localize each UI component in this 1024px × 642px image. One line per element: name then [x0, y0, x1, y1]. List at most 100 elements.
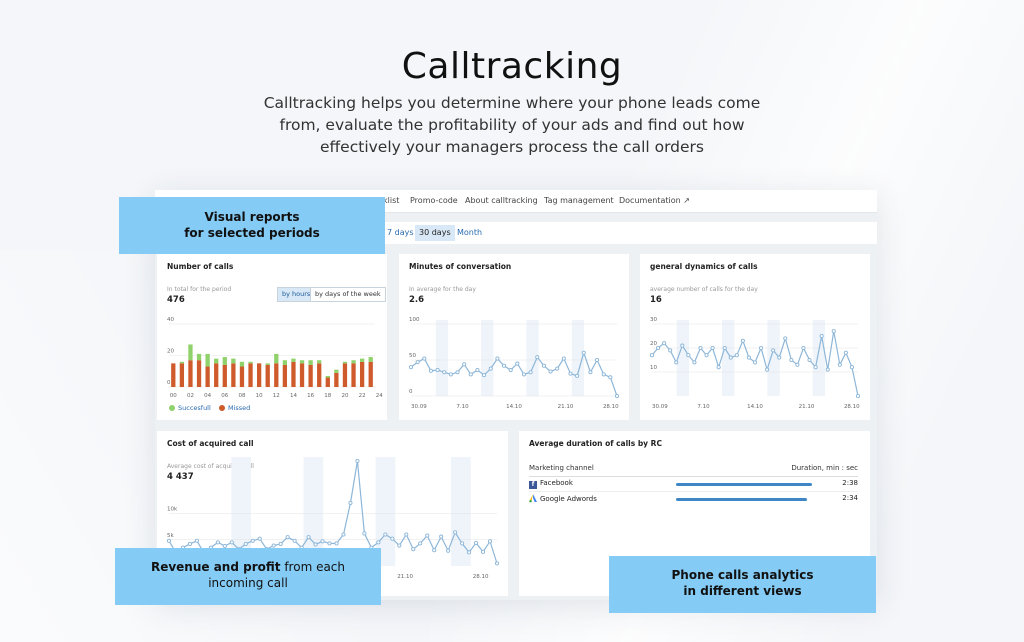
bar-missed	[256, 363, 262, 387]
x-tick-label: 06	[221, 393, 228, 399]
bar-successful	[188, 344, 193, 361]
x-tick-label: 18	[324, 393, 331, 399]
bar-missed	[274, 363, 279, 387]
tab-month[interactable]: Month	[457, 228, 483, 237]
tab-7-days[interactable]: 7 days	[387, 228, 414, 237]
callout-visual-reports: Visual reports for selected periods	[119, 197, 385, 254]
data-point	[783, 336, 788, 341]
x-tick-label: 12	[273, 393, 280, 399]
nav-item-blacklist[interactable]: klist	[383, 196, 400, 205]
x-tick-label: 22	[359, 393, 366, 399]
data-point	[341, 532, 346, 537]
data-point	[292, 538, 297, 543]
page-title: Calltracking	[401, 46, 623, 87]
data-point	[740, 338, 745, 343]
data-point	[488, 366, 493, 371]
data-point	[362, 531, 367, 536]
data-point	[501, 363, 507, 368]
data-point	[320, 539, 325, 544]
facebook-icon: f	[529, 481, 537, 489]
nav-item-documentation[interactable]: Documentation ↗	[619, 196, 690, 205]
callout-line: for selected periods	[184, 226, 320, 240]
channel-label: Facebook	[540, 479, 573, 487]
bar-missed	[214, 363, 219, 387]
data-point	[765, 367, 770, 372]
divider	[529, 491, 858, 492]
data-point	[334, 541, 339, 546]
data-point	[807, 357, 812, 363]
bar-missed	[188, 360, 193, 387]
data-point	[480, 549, 486, 554]
data-point	[728, 355, 733, 360]
data-point	[285, 535, 290, 540]
calls-bar-chart: 0 20 40 00 02 04 06 08 10 12 14 16 18 20 22 24	[167, 317, 383, 399]
bar-missed	[179, 363, 185, 387]
callout-line: Revenue and profit from each	[150, 560, 346, 574]
nav-item-promo-code[interactable]: Promo-code	[410, 196, 458, 205]
weekend-band	[451, 457, 471, 566]
callout-line: in different views	[683, 584, 802, 598]
card-general-dynamics: general dynamics of calls average number…	[640, 254, 870, 420]
data-point	[722, 345, 727, 351]
x-tick-label: 14.10	[747, 404, 763, 410]
tab-30-days[interactable]: 30 days	[415, 225, 455, 241]
data-point	[595, 357, 600, 363]
card-title: Cost of acquired call	[167, 439, 254, 448]
data-point	[548, 369, 553, 374]
data-point	[215, 540, 220, 545]
y-tick-label: 10	[650, 365, 657, 371]
data-point	[187, 541, 192, 546]
column-header-duration: Duration, min : sec	[791, 464, 858, 472]
data-point	[495, 356, 500, 361]
data-point	[575, 373, 580, 378]
data-point	[656, 345, 661, 351]
x-tick-label: 14.10	[506, 404, 522, 410]
bar-successful	[299, 360, 305, 364]
x-tick-label: 00	[170, 393, 177, 399]
callout-line: Phone calls analytics	[671, 568, 814, 582]
data-point	[680, 343, 685, 348]
bar-missed	[308, 364, 313, 387]
bar-missed	[359, 361, 365, 387]
data-point	[474, 540, 479, 545]
minutes-value: 2.6	[409, 295, 425, 305]
data-point	[166, 538, 172, 543]
data-point	[825, 367, 830, 372]
callout-line: Visual reports	[204, 210, 300, 224]
bar-successful	[308, 360, 313, 365]
data-point	[418, 541, 423, 546]
nav-item-about[interactable]: About calltracking	[465, 196, 538, 205]
card-title: Average duration of calls by RC	[529, 439, 662, 448]
callout-line: incoming call	[208, 576, 288, 590]
by-hours-toggle[interactable]: by hours	[277, 287, 316, 302]
data-point	[795, 362, 800, 367]
x-tick-label: 7.10	[456, 404, 469, 410]
bar-successful	[282, 360, 288, 365]
card-title: Minutes of conversation	[409, 262, 512, 271]
nav-item-tag-management[interactable]: Tag management	[544, 196, 614, 205]
subtitle-line: effectively your managers process the ca…	[319, 138, 705, 156]
bar-successful	[222, 357, 227, 365]
x-tick-label: 08	[238, 393, 245, 399]
by-days-toggle[interactable]: by days of the week	[310, 287, 386, 302]
page-subtitle: Calltracking helps you determine where y…	[240, 92, 784, 158]
x-tick-label: 16	[307, 393, 314, 399]
data-point	[555, 366, 560, 371]
y-tick-label: 50	[409, 353, 416, 359]
x-tick-label: 21.10	[799, 404, 815, 410]
data-point	[777, 355, 782, 360]
y-tick-label: 20	[167, 349, 174, 355]
bar-successful	[351, 360, 356, 364]
data-point	[789, 357, 794, 363]
data-point	[313, 542, 318, 547]
y-tick-label: 5k	[167, 533, 174, 539]
y-tick-label: 40	[167, 317, 174, 323]
data-point	[422, 356, 427, 361]
sub-label: average number of calls for the day	[650, 286, 758, 293]
legend-dot	[169, 405, 175, 411]
data-point	[614, 393, 620, 399]
data-point	[222, 544, 227, 549]
data-point	[813, 365, 818, 370]
channel-facebook: f Facebook	[529, 479, 573, 489]
legend-missed: Missed	[219, 404, 250, 412]
